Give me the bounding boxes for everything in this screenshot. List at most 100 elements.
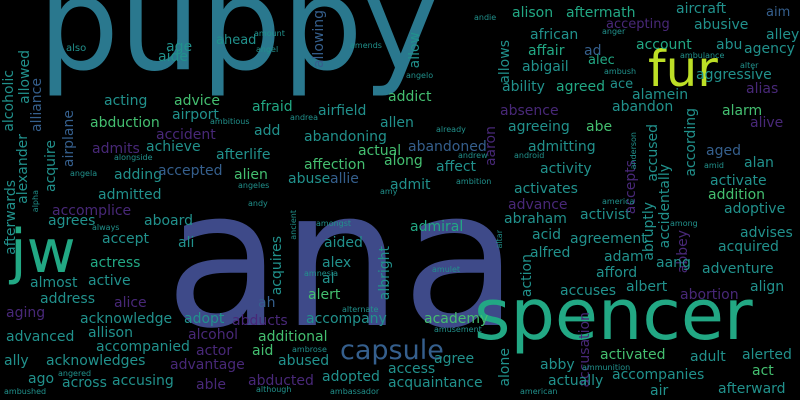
word-abusive: abusive bbox=[694, 17, 749, 33]
word-admiral: admiral bbox=[410, 219, 464, 235]
word-ability: ability bbox=[502, 79, 545, 95]
word-abandoning: abandoning bbox=[304, 129, 387, 145]
word-abducts: abducts bbox=[232, 313, 288, 329]
word-alongside: alongside bbox=[114, 153, 153, 162]
word-acquire: acquire bbox=[43, 140, 59, 192]
word-aged: aged bbox=[706, 143, 741, 159]
word-aang: aang bbox=[656, 255, 691, 271]
word-accepted: accepted bbox=[158, 163, 223, 179]
word-abused: abused bbox=[278, 353, 330, 369]
word-abby: abby bbox=[540, 357, 575, 373]
word-ace: ace bbox=[610, 77, 634, 92]
word-ambassador: ambassador bbox=[330, 387, 380, 396]
word-addict: addict bbox=[388, 89, 432, 105]
word-afraid: afraid bbox=[252, 99, 293, 115]
word-agree: agree bbox=[434, 351, 475, 367]
word-andie: andie bbox=[474, 13, 497, 22]
word-capsule: capsule bbox=[340, 335, 444, 366]
word-puppy: puppy bbox=[38, 0, 439, 100]
word-additional: additional bbox=[258, 329, 328, 345]
word-agrees: agrees bbox=[48, 213, 96, 229]
word-afford: afford bbox=[596, 265, 638, 281]
word-among: among bbox=[670, 219, 698, 228]
word-always: always bbox=[92, 223, 120, 232]
word-ambulance: ambulance bbox=[680, 51, 725, 60]
word-abortion: abortion bbox=[680, 287, 739, 303]
word-although: although bbox=[256, 385, 292, 394]
word-angeles: angeles bbox=[238, 181, 270, 190]
word-age: age bbox=[166, 39, 193, 55]
word-actual: actual bbox=[358, 143, 402, 159]
word-amulet: amulet bbox=[432, 265, 461, 274]
word-activates: activates bbox=[514, 181, 578, 197]
word-agreement: agreement bbox=[570, 231, 647, 247]
word-fur: fur bbox=[648, 40, 718, 98]
word-affair: affair bbox=[528, 43, 565, 59]
word-alerted: alerted bbox=[742, 347, 792, 363]
word-already: already bbox=[436, 125, 466, 134]
word-amid: amid bbox=[704, 161, 724, 170]
word-alice: alice bbox=[114, 295, 147, 311]
word-activate: activate bbox=[710, 173, 767, 189]
word-action: action bbox=[519, 254, 535, 298]
word-ambush: ambush bbox=[604, 67, 637, 76]
word-abraham: abraham bbox=[504, 211, 567, 227]
word-alison: alison bbox=[512, 5, 554, 21]
word-alpha: alpha bbox=[31, 190, 40, 213]
word-alfred: alfred bbox=[530, 245, 571, 261]
word-abandon: abandon bbox=[612, 99, 674, 115]
word-affection: affection bbox=[304, 157, 366, 173]
word-activist: activist bbox=[580, 207, 631, 223]
word-ammunition: ammunition bbox=[582, 363, 631, 372]
word-ambition: ambition bbox=[456, 177, 492, 186]
word-amusement: amusement bbox=[434, 325, 482, 334]
word-acting: acting bbox=[104, 93, 148, 109]
word-alan: alan bbox=[744, 155, 774, 171]
word-admits: admits bbox=[92, 141, 140, 157]
word-abducted: abducted bbox=[248, 373, 314, 389]
word-aftermath: aftermath bbox=[566, 5, 636, 21]
word-aging: aging bbox=[6, 305, 46, 321]
word-adopted: adopted bbox=[322, 369, 380, 385]
word-aide: aide bbox=[158, 49, 188, 65]
word-alexander: alexander bbox=[15, 134, 31, 204]
word-ana: ana bbox=[165, 149, 519, 370]
word-alcohol: alcohol bbox=[188, 327, 239, 343]
word-al: al bbox=[322, 271, 335, 287]
word-almost: almost bbox=[30, 275, 78, 291]
word-aboard: aboard bbox=[144, 213, 194, 229]
word-android: android bbox=[514, 151, 545, 160]
word-accuses: accuses bbox=[560, 283, 617, 299]
word-allie: allie bbox=[330, 171, 359, 187]
word-ambrose: ambrose bbox=[292, 345, 327, 354]
word-alliance: alliance bbox=[29, 78, 45, 133]
word-accompanied: accompanied bbox=[96, 339, 190, 355]
word-allen: allen bbox=[380, 115, 414, 131]
word-adopt: adopt bbox=[184, 311, 225, 327]
word-alcoholic: alcoholic bbox=[1, 70, 17, 132]
word-anger: anger bbox=[602, 27, 626, 36]
word-adult: adult bbox=[690, 349, 726, 365]
word-aircraft: aircraft bbox=[676, 1, 727, 17]
word-alex: alex bbox=[322, 255, 352, 271]
word-actress: actress bbox=[90, 255, 141, 271]
word-aided: aided bbox=[324, 235, 363, 251]
word-account: account bbox=[636, 37, 692, 53]
word-accusing: accusing bbox=[112, 373, 174, 389]
word-abuse: abuse bbox=[288, 171, 331, 187]
word-agency: agency bbox=[744, 41, 795, 57]
word-actor: actor bbox=[196, 343, 233, 359]
word-airfield: airfield bbox=[318, 103, 367, 119]
word-allow: allow bbox=[407, 32, 423, 69]
word-allowing: allowing bbox=[311, 10, 327, 69]
word-ambushed: ambushed bbox=[4, 387, 47, 396]
word-alec: alec bbox=[588, 53, 615, 68]
word-acquired: acquired bbox=[718, 239, 779, 255]
word-along: along bbox=[384, 153, 423, 169]
word-activity: activity bbox=[540, 161, 592, 177]
word-allows: allows bbox=[497, 40, 513, 84]
word-adoptive: adoptive bbox=[724, 201, 786, 217]
word-ahead: ahead bbox=[216, 33, 257, 48]
word-act: act bbox=[752, 363, 774, 379]
